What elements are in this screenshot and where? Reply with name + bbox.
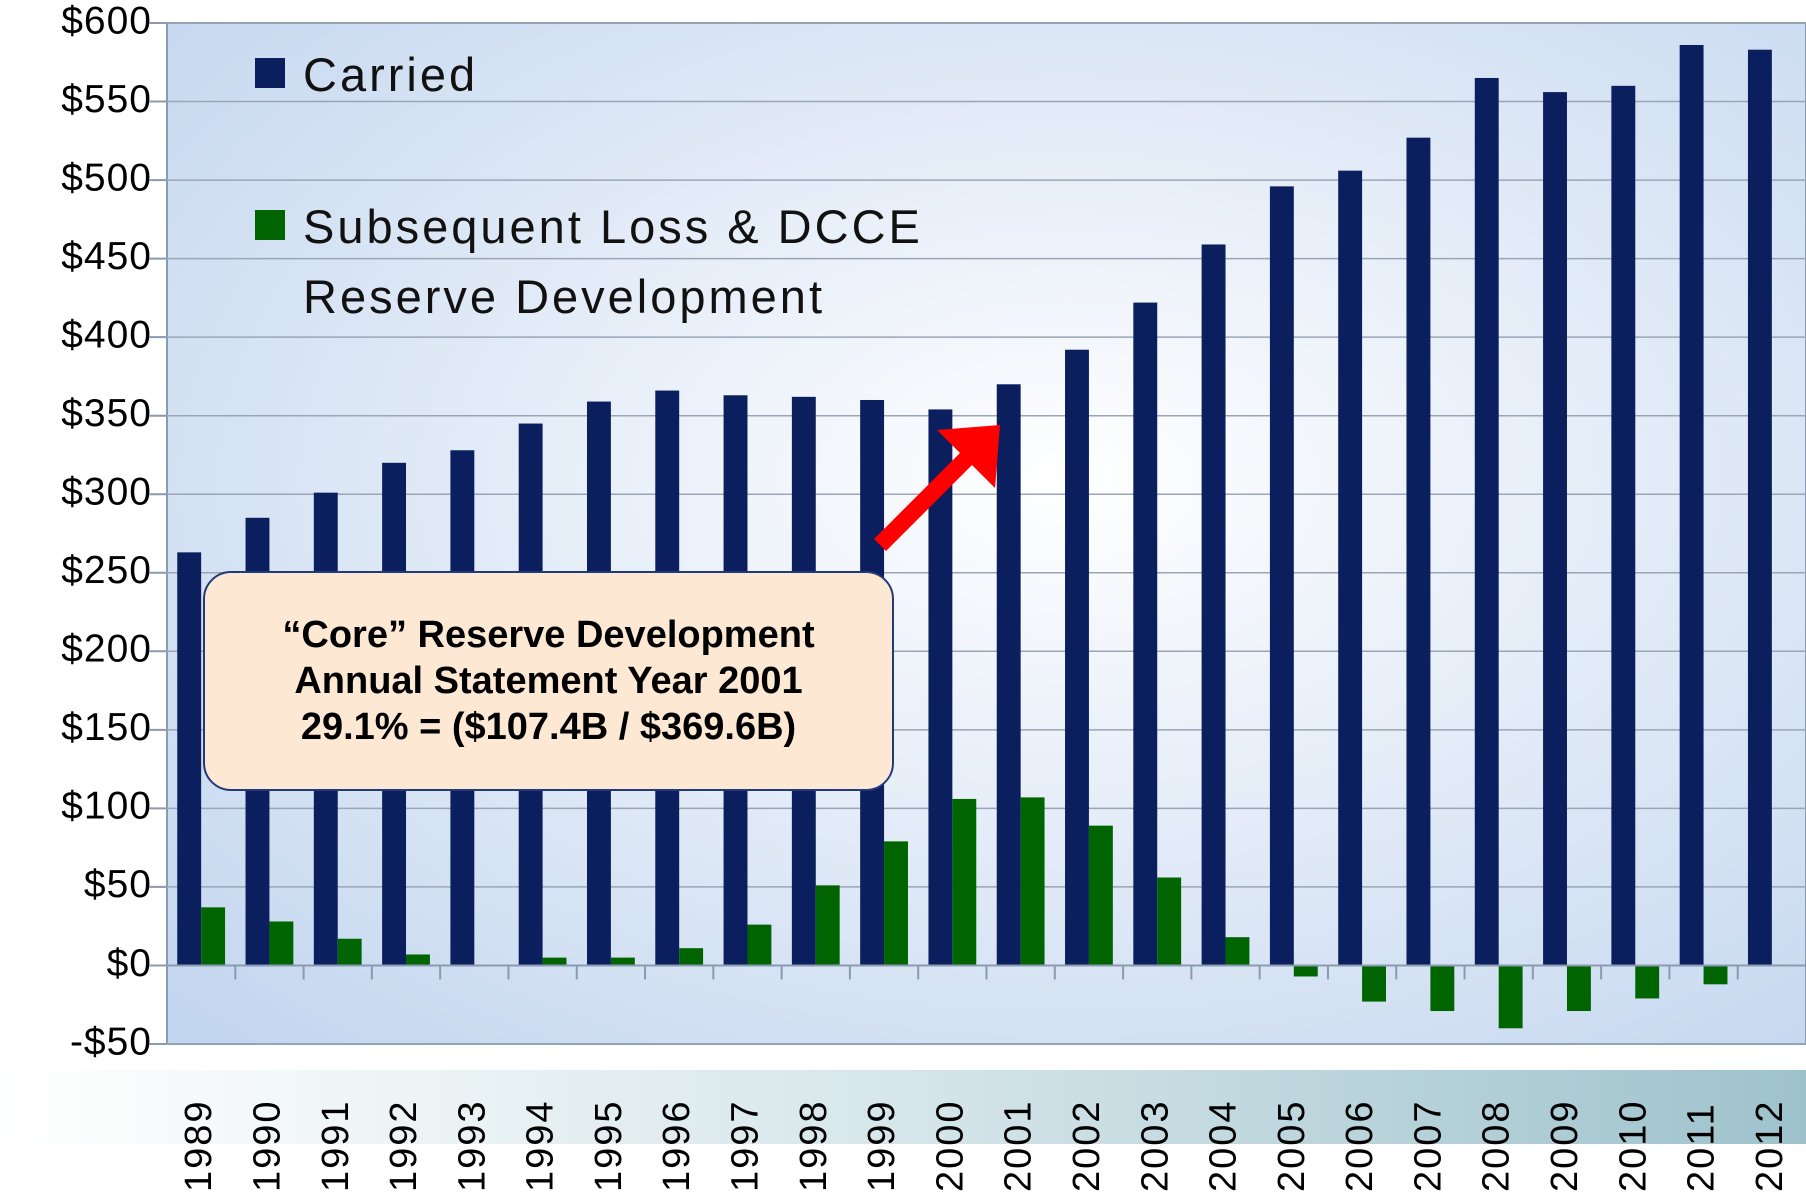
bar <box>1679 44 1704 966</box>
footer-band <box>0 1070 1806 1144</box>
legend-label: Subsequent Loss & DCCE Reserve Developme… <box>303 200 923 323</box>
bar <box>542 957 567 966</box>
x-tick-label: 2009 <box>1544 1099 1586 1192</box>
bar <box>1225 937 1250 966</box>
plot-area <box>166 22 1806 1045</box>
x-tick-label: 1992 <box>383 1099 425 1192</box>
x-tick-label: 1991 <box>315 1099 357 1192</box>
annotation-line: “Core” Reserve Development <box>282 614 815 656</box>
bar <box>1201 244 1226 966</box>
x-tick-label: 2012 <box>1749 1099 1791 1192</box>
bar <box>1133 302 1158 966</box>
bar <box>1747 49 1772 966</box>
y-tick-label: $350 <box>61 392 152 435</box>
bar <box>1020 797 1045 966</box>
y-tick-label: $550 <box>61 78 152 121</box>
y-tick-label: $150 <box>61 706 152 749</box>
x-tick-label: 2003 <box>1134 1099 1176 1192</box>
x-tick-label: 2007 <box>1407 1099 1449 1192</box>
annotation-box: “Core” Reserve Development Annual Stateme… <box>203 571 894 791</box>
legend-item: Carried <box>255 40 1015 110</box>
x-tick-label: 2008 <box>1476 1099 1518 1192</box>
x-tick-label: 2005 <box>1271 1099 1313 1192</box>
y-tick-label: $450 <box>61 235 152 278</box>
bar <box>337 938 362 966</box>
bar <box>1474 77 1499 966</box>
x-tick-label: 1990 <box>246 1099 288 1192</box>
x-tick-label: 1997 <box>725 1099 767 1192</box>
legend-label: Carried <box>303 48 479 101</box>
bar <box>815 885 840 966</box>
x-tick-label: 1998 <box>793 1099 835 1192</box>
y-tick-label: $250 <box>61 549 152 592</box>
bar <box>1293 965 1318 977</box>
bar <box>1269 186 1294 966</box>
x-tick-label: 2006 <box>1339 1099 1381 1192</box>
bar <box>1406 137 1431 966</box>
x-tick-label: 1995 <box>588 1099 630 1192</box>
x-tick-label: 1994 <box>520 1099 562 1192</box>
x-tick-label: 2010 <box>1612 1099 1654 1192</box>
y-tick-label: -$50 <box>70 1020 152 1063</box>
y-tick-label: $500 <box>61 156 152 199</box>
annotation-line: 29.1% = ($107.4B / $369.6B) <box>300 706 797 748</box>
bar <box>1430 965 1455 1012</box>
bar <box>1157 877 1182 966</box>
x-tick-label: 2001 <box>998 1099 1040 1192</box>
bar <box>1362 965 1387 1002</box>
y-tick-label: $300 <box>61 471 152 514</box>
bar <box>1065 349 1089 966</box>
bar <box>928 409 953 966</box>
bar <box>1611 85 1636 966</box>
bar <box>1703 965 1728 985</box>
y-tick-label: $400 <box>61 313 152 356</box>
legend-swatch <box>255 210 285 240</box>
bar <box>679 948 704 966</box>
bar <box>201 907 226 966</box>
bar <box>747 924 772 966</box>
legend-item: Subsequent Loss & DCCE Reserve Developme… <box>255 192 1015 332</box>
bar <box>996 384 1021 966</box>
legend: Carried Subsequent Loss & DCCE Reserve De… <box>255 40 1015 414</box>
arrow <box>874 425 1000 568</box>
bar <box>1498 965 1523 1029</box>
y-tick-label: $600 <box>61 0 152 42</box>
x-tick-label: 2000 <box>929 1099 971 1192</box>
y-tick-label: $200 <box>61 628 152 671</box>
y-tick-label: $0 <box>107 942 152 985</box>
x-tick-label: 2011 <box>1681 1102 1723 1192</box>
bar <box>1338 170 1363 966</box>
bar <box>884 841 908 966</box>
annotation-line: Annual Statement Year 2001 <box>294 660 803 702</box>
bar <box>1566 965 1591 1012</box>
bar <box>610 957 635 966</box>
bar <box>1635 965 1660 999</box>
y-tick-label: $100 <box>61 785 152 828</box>
bar <box>952 798 977 966</box>
bar <box>1543 92 1567 966</box>
x-tick-label: 1993 <box>451 1099 493 1192</box>
bar <box>1088 825 1113 966</box>
y-tick-label: $50 <box>84 863 152 906</box>
bar <box>269 921 294 966</box>
x-tick-label: 2004 <box>1203 1099 1245 1192</box>
x-tick-label: 2002 <box>1066 1099 1108 1192</box>
x-tick-label: 1989 <box>178 1099 220 1192</box>
x-tick-label: 1999 <box>861 1099 903 1192</box>
bar <box>406 954 430 966</box>
x-tick-label: 1996 <box>656 1099 698 1192</box>
legend-swatch <box>255 58 285 88</box>
bar <box>177 552 202 966</box>
